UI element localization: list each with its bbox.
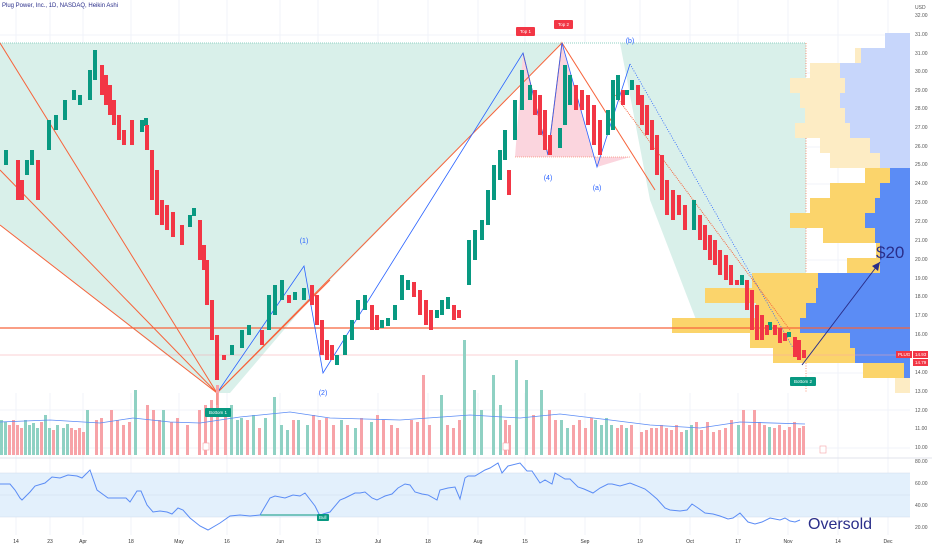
rsi-tick: 20.00 — [915, 525, 928, 531]
oversold-label[interactable]: Oversold — [808, 516, 873, 533]
price-tick: 23.00 — [915, 200, 928, 206]
wave-4-label: (4) — [543, 175, 553, 182]
time-tick: Oct — [686, 539, 694, 545]
time-tick: 18 — [425, 539, 431, 545]
price-tick: 21.00 — [915, 238, 928, 244]
price-tick: 20.00 — [915, 257, 928, 263]
time-tick: 14 — [13, 539, 19, 545]
symbol-tag: PLUG — [896, 351, 913, 358]
price-tick: 24.00 — [915, 181, 928, 187]
top-1-label[interactable]: Top 1 — [516, 27, 536, 36]
price-tick: 30.00 — [915, 69, 928, 75]
rsi-tick: 80.00 — [915, 459, 928, 465]
time-tick: Apr — [79, 539, 87, 545]
double-top-pattern — [515, 43, 630, 167]
time-tick: 14 — [835, 539, 841, 545]
price-tick: 12.00 — [915, 408, 928, 414]
time-tick: Jun — [275, 539, 285, 545]
bottom-2-label[interactable]: Bottom 2 — [790, 377, 817, 386]
target-label[interactable]: $20 — [876, 243, 905, 262]
currency-label: USD — [915, 5, 926, 11]
price-tick: 18.00 — [915, 294, 928, 300]
time-tick: 23 — [47, 539, 53, 545]
rsi-tick: 40.00 — [915, 503, 928, 509]
top-2-label[interactable]: Top 2 — [554, 20, 574, 29]
bottom-1-label[interactable]: Bottom 1 — [205, 408, 232, 417]
price-tick: 11.00 — [915, 426, 928, 432]
price-tick: 31.00 — [915, 51, 928, 57]
wave-a-label: (a) — [592, 185, 602, 192]
time-tick: Aug — [473, 539, 483, 545]
rsi-pane — [0, 462, 910, 531]
time-tick: Jul — [374, 539, 382, 545]
price-tick: 22.00 — [915, 219, 928, 225]
price-tick: 25.00 — [915, 162, 928, 168]
price-tick: 28.00 — [915, 106, 928, 112]
time-tick: 15 — [522, 539, 528, 545]
chart-title: Plug Power, Inc., 1D, NASDAQ, Heikin Ash… — [2, 3, 119, 9]
target-arrow[interactable] — [801, 261, 881, 366]
price-tick: 29.00 — [915, 88, 928, 94]
current-price-tag: 14.93 — [913, 351, 929, 358]
price-tick: 31.00 — [915, 32, 928, 38]
wave-2-label: (2) — [318, 390, 328, 397]
time-tick: 18 — [128, 539, 134, 545]
bull-label[interactable]: Bull — [317, 514, 329, 521]
time-tick: 13 — [315, 539, 321, 545]
rsi-tick: 60.00 — [915, 481, 928, 487]
rsi-line — [0, 462, 801, 531]
price-tick: 27.00 — [915, 125, 928, 131]
price-tick: 17.00 — [915, 313, 928, 319]
price-tick: 26.00 — [915, 144, 928, 150]
candles — [4, 50, 806, 380]
price-tick: 14.00 — [915, 370, 928, 376]
price-tick: 19.00 — [915, 276, 928, 282]
current-price-tag-2: 14.79 — [913, 359, 929, 366]
time-tick: 17 — [735, 539, 741, 545]
time-tick: 19 — [637, 539, 643, 545]
price-tick: 13.00 — [915, 389, 928, 395]
wave-1-label: (1) — [299, 238, 309, 245]
wave-b-label: (b) — [625, 38, 635, 45]
time-tick: May — [174, 539, 184, 545]
volume-bars — [0, 340, 827, 455]
price-tick: 32.00 — [915, 13, 928, 19]
price-tick: 16.00 — [915, 332, 928, 338]
time-tick: Sep — [580, 539, 590, 545]
time-tick: Dec — [883, 539, 893, 545]
time-tick: 16 — [224, 539, 230, 545]
time-tick: Nov — [783, 539, 793, 545]
price-tick: 10.00 — [915, 445, 928, 451]
volume-ma-line — [0, 411, 806, 429]
